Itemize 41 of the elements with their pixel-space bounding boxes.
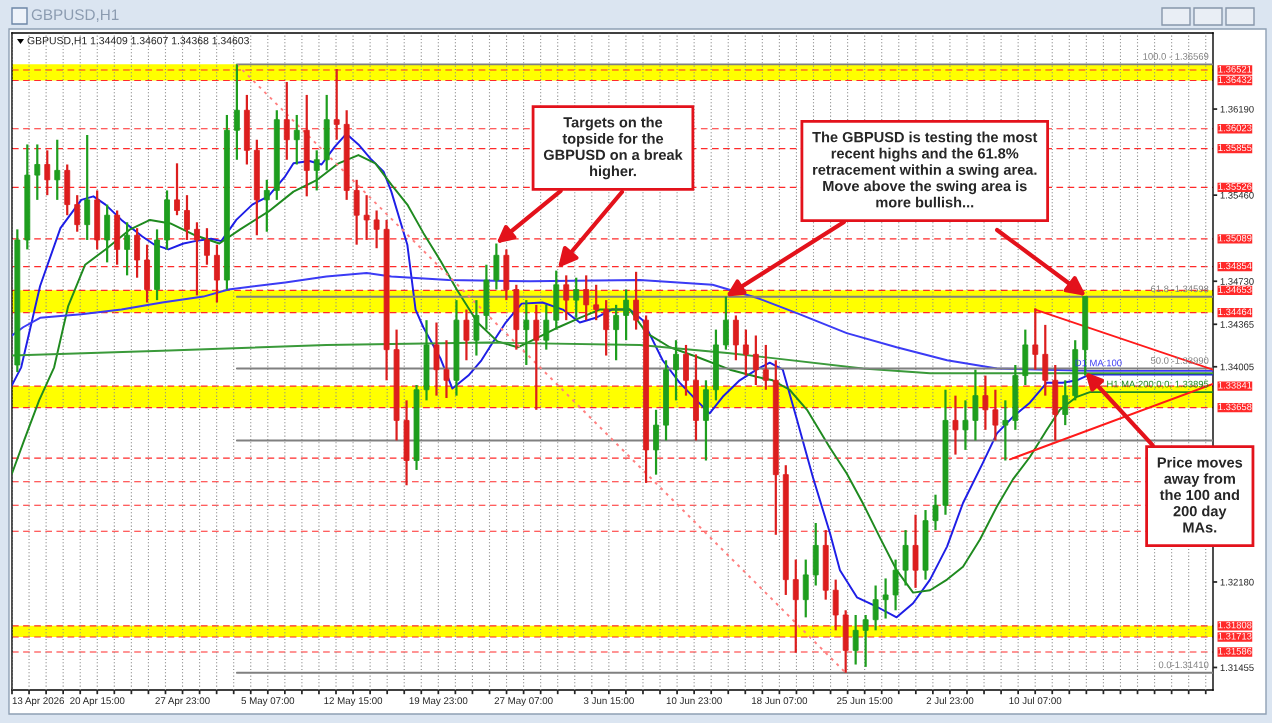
x-tick-label: 10 Jul 07:00 [1009,696,1062,705]
ref-line-label: 1.35855 [1218,144,1252,152]
ref-line-label: 1.31808 [1218,621,1252,629]
y-tick-label: 1.34365 [1220,321,1254,328]
x-tick-label: 2 Jul 23:00 [926,696,974,705]
ref-line-label: 1.35526 [1218,183,1252,190]
x-tick-label: 18 Jun 07:00 [752,697,808,705]
series-label: 100.0 - 1.36569 [1143,53,1209,60]
ref-line-label: 1.36023 [1218,124,1252,132]
ref-line-label: 1.34653 [1218,286,1252,293]
ref-line-label: 1.35089 [1218,234,1252,242]
ref-line-label: 1.36521 [1218,65,1252,73]
chart-title: GBPUSD,H1 [31,9,119,22]
x-tick-label: 5 May 07:00 [241,697,295,707]
ref-line-label: 1.31586 [1218,647,1252,655]
x-tick-label: 27 May 07:00 [494,697,553,707]
y-tick-label: 1.35460 [1220,191,1254,199]
ref-line-label: 1.31713 [1218,632,1252,640]
y-tick-label: 1.31455 [1220,664,1254,671]
y-tick-label: 1.32180 [1220,578,1254,586]
ref-line-label: 1.33658 [1218,403,1252,411]
x-tick-label: 20 Apr 15:00 [70,697,125,707]
x-tick-label: 27 Apr 23:00 [155,697,210,707]
series-label: 0.0-1.31410 [1158,661,1209,669]
x-tick-label: 13 Apr 2026 [12,697,65,707]
annotation: Targets on the topside for the GBPUSD on a break higher. [543,116,683,180]
y-tick-label: 1.34730 [1220,278,1254,285]
x-tick-label: 25 Jun 15:00 [837,697,893,705]
y-tick-label: 1.34005 [1220,363,1254,371]
annotation: The GBPUSD is testing the most recent highs and the 61.8% retracement within a swing area. Move above the swing area is more bullish... [812,131,1038,208]
annotation: Price moves away from the 100 and 200 day MAs. [1157,456,1243,533]
ref-line-label: 1.33841 [1218,381,1252,389]
x-tick-label: 3 Jun 15:00 [583,697,634,705]
y-tick-label: 1.36190 [1220,105,1254,113]
chart-subtitle: GBPUSD,H1 1.34409 1.34607 1.34368 1.34603 [27,36,249,46]
x-tick-label: 10 Jun 23:00 [666,697,722,705]
ref-line-label: 1.34464 [1218,308,1252,316]
ref-line-label: 1.34854 [1218,262,1252,270]
x-tick-label: 19 May 23:00 [409,697,468,707]
ref-line-label: 1.36432 [1218,76,1252,84]
x-tick-label: 12 May 15:00 [324,697,383,707]
